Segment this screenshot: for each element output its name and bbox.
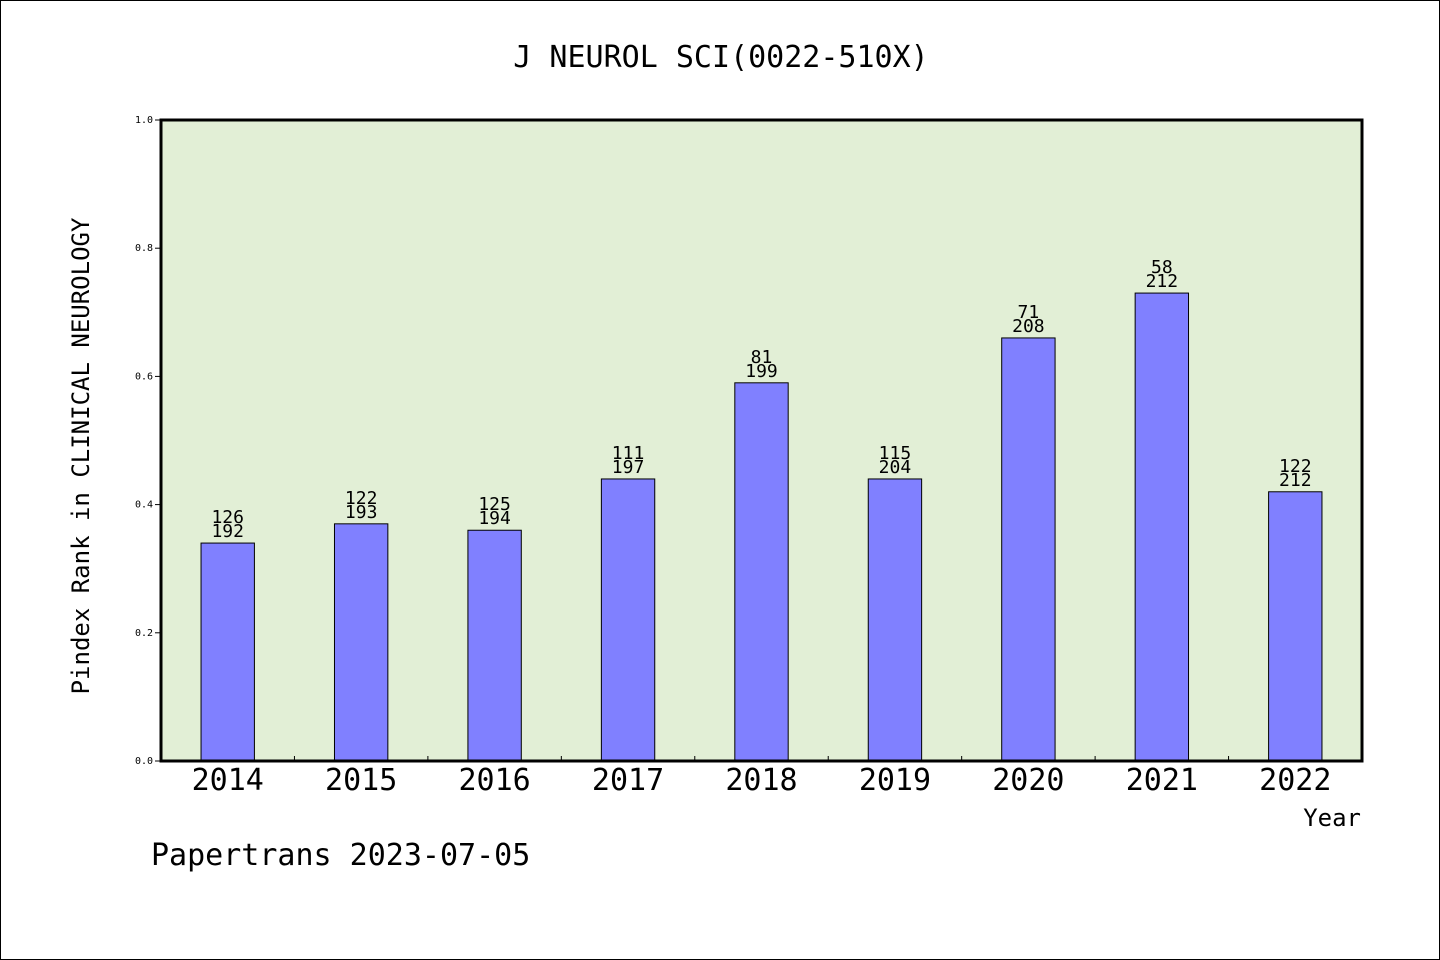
- bar-total-label: 193: [345, 502, 378, 523]
- x-tick-label: 2014: [192, 763, 264, 798]
- bar-total-label: 212: [1146, 271, 1179, 292]
- bar-total-label: 192: [211, 521, 244, 542]
- footer-text: Papertrans 2023-07-05: [151, 838, 530, 873]
- chart-title: J NEUROL SCI(0022-510X): [513, 40, 928, 75]
- y-tick-label: 1.0: [135, 115, 153, 126]
- bar-total-label: 212: [1279, 470, 1312, 491]
- y-tick-label: 0.8: [135, 243, 153, 254]
- bar: [333, 523, 389, 762]
- x-tick-label: 2016: [458, 763, 530, 798]
- bar-total-label: 194: [478, 508, 511, 529]
- bar-rank-label: 58: [1151, 257, 1173, 278]
- bar-total-label: 199: [745, 361, 778, 382]
- bar-total-label: 204: [879, 457, 912, 478]
- bar: [734, 382, 789, 762]
- y-axis: 0.0 0.2 0.4 0.6 0.8 1.0: [135, 115, 161, 767]
- x-tick-label: 2018: [725, 763, 797, 798]
- bar-rank-label: 122: [345, 488, 378, 509]
- x-tick-label: 2020: [992, 763, 1064, 798]
- x-tick-label: 2017: [592, 763, 664, 798]
- bar: [200, 542, 255, 762]
- bar: [467, 529, 522, 762]
- x-axis: 2014 2015 2016 2017 2018 2019 2020 2021 2022: [192, 756, 1331, 798]
- bar-rank-label: 81: [751, 347, 773, 368]
- bar-rank-label: 115: [879, 443, 912, 464]
- bar: [600, 478, 656, 762]
- x-tick-label: 2015: [325, 763, 397, 798]
- bar-rank-label: 71: [1018, 302, 1040, 323]
- bar-rank-label: 111: [612, 443, 645, 464]
- bar: [1268, 491, 1323, 762]
- bar-rank-label: 122: [1279, 456, 1312, 477]
- bar-rank-label: 125: [478, 494, 511, 515]
- bar: [867, 478, 923, 762]
- y-tick-label: 0.6: [135, 371, 153, 382]
- y-tick-label: 0.2: [135, 628, 153, 639]
- bar: [1001, 337, 1056, 762]
- bar-rank-label: 126: [211, 507, 244, 528]
- y-tick-label: 0.4: [135, 500, 153, 511]
- x-tick-label: 2021: [1126, 763, 1198, 798]
- x-tick-label: 2022: [1259, 763, 1331, 798]
- bar-total-label: 208: [1012, 316, 1045, 337]
- plot-border: [159, 118, 1364, 763]
- x-tick-label: 2019: [859, 763, 931, 798]
- y-axis-label: Pindex Rank in CLINICAL NEUROLOGY: [67, 217, 95, 694]
- x-axis-label: Year: [1303, 804, 1361, 832]
- y-tick-label: 0.0: [135, 756, 153, 767]
- bar: [1134, 292, 1190, 762]
- bar-total-label: 197: [612, 457, 645, 478]
